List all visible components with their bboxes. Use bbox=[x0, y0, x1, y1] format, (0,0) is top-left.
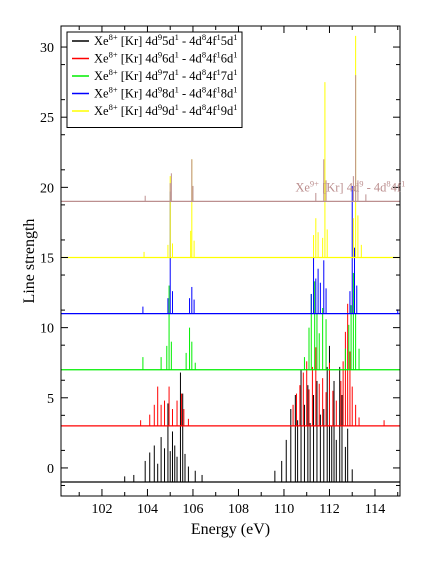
y-tick-label: 0 bbox=[47, 462, 54, 477]
legend-entry: Xe8+ [Kr] 4d99d1 - 4d84f19d1 bbox=[94, 102, 237, 118]
y-axis-title: Line strength bbox=[21, 219, 38, 304]
axis-ticks: 102 104 106 108 110 112 114 0 5 10 15 20 25 30 bbox=[40, 26, 400, 517]
x-axis-title: Energy (eV) bbox=[191, 521, 270, 538]
y-tick-label: 20 bbox=[40, 181, 54, 196]
legend-entry: Xe8+ [Kr] 4d98d1 - 4d84f18d1 bbox=[94, 85, 237, 101]
x-tick-label: 108 bbox=[228, 502, 249, 517]
x-tick-label: 112 bbox=[319, 502, 339, 517]
x-tick-label: 102 bbox=[91, 502, 112, 517]
annotation-label: Xe9+ [Kr] 4d9 - 4d84f1 bbox=[295, 179, 405, 195]
x-tick-label: 106 bbox=[182, 502, 203, 517]
series-1 bbox=[61, 345, 400, 483]
y-tick-label: 25 bbox=[40, 111, 54, 126]
series-5 bbox=[61, 35, 400, 259]
x-tick-label: 104 bbox=[137, 502, 158, 517]
y-tick-label: 15 bbox=[40, 251, 54, 266]
x-tick-label: 114 bbox=[365, 502, 385, 517]
series-6 bbox=[61, 75, 400, 202]
y-tick-label: 10 bbox=[40, 322, 54, 337]
legend-entry: Xe8+ [Kr] 4d96d1 - 4d84f16d1 bbox=[94, 50, 237, 66]
legend-box bbox=[66, 31, 243, 128]
series-2 bbox=[61, 303, 400, 427]
series-3 bbox=[61, 272, 400, 371]
legend-entry: Xe8+ [Kr] 4d95d1 - 4d84f15d1 bbox=[94, 32, 237, 48]
y-tick-label: 5 bbox=[47, 392, 54, 407]
plot-frame bbox=[60, 25, 401, 497]
series-layer bbox=[61, 35, 400, 483]
x-tick-label: 110 bbox=[274, 502, 294, 517]
legend-entry: Xe8+ [Kr] 4d97d1 - 4d84f17d1 bbox=[94, 67, 237, 83]
legend: Xe8+ [Kr] 4d95d1 - 4d84f15d1 Xe8+ [Kr] 4d… bbox=[66, 31, 243, 128]
y-tick-label: 30 bbox=[40, 41, 54, 56]
series-4 bbox=[61, 185, 400, 315]
